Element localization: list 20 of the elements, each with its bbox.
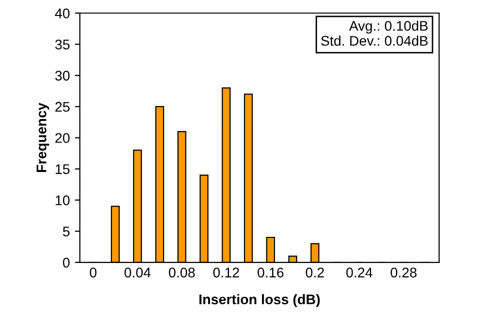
y-tick-label: 5: [62, 226, 70, 236]
y-tick-label: 30: [55, 70, 70, 81]
x-axis-title: Insertion loss (dB): [199, 294, 320, 308]
y-tick-label: 40: [54, 8, 70, 18]
x-tick-label: 0.16: [258, 268, 284, 278]
x-tick-label: 0: [90, 268, 96, 278]
y-tick-label: 35: [55, 40, 70, 50]
y-tick-label: 25: [55, 102, 70, 112]
y-tick-label: 20: [55, 133, 70, 143]
x-tick-label: 0.2: [306, 268, 324, 278]
y-tick-label: 10: [56, 195, 70, 206]
x-tick-label: 0.04: [124, 268, 151, 278]
annotation: Avg.: 0.10dB Std. Dev.: 0.04dB: [321, 20, 428, 46]
x-tick-label: 0.08: [168, 268, 195, 278]
x-tick-label: 0.24: [346, 268, 372, 278]
y-axis-title: Frequency: [36, 102, 50, 172]
y-tick-label: 15: [56, 164, 70, 174]
y-tick-label: 0: [62, 258, 70, 268]
x-tick-label: 0.12: [213, 268, 240, 278]
x-tick-label: 0.28: [390, 268, 417, 278]
